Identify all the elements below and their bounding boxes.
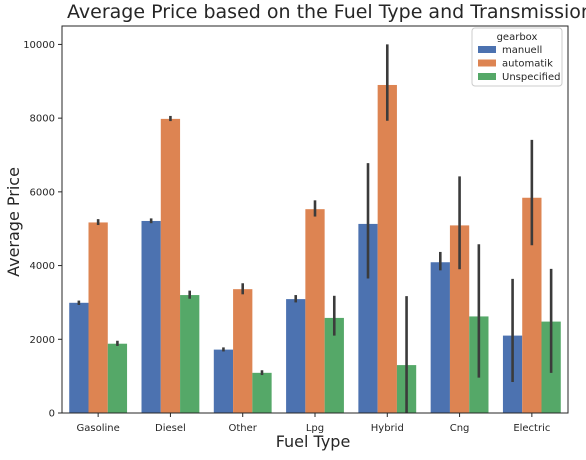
x-tick-label: Hybrid xyxy=(371,423,404,434)
legend-label-manuell: manuell xyxy=(502,45,542,56)
legend-title: gearbox xyxy=(497,32,538,43)
legend-swatch-automatik xyxy=(478,59,496,67)
x-tick-label: Cng xyxy=(450,423,470,434)
legend-swatch-unspecified xyxy=(478,73,496,80)
bar-automatik-electric xyxy=(522,197,542,413)
bar-manuell-gasoline xyxy=(69,302,89,413)
x-tick-label: Gasoline xyxy=(77,423,120,434)
y-tick-label: 0 xyxy=(49,409,55,420)
y-axis-label: Average Price xyxy=(4,167,23,277)
legend: gearbox manuell automatik Unspecified xyxy=(471,27,563,87)
x-tick-label: Diesel xyxy=(155,423,186,434)
y-tick-label: 10000 xyxy=(23,40,55,51)
y-tick-label: 6000 xyxy=(30,187,55,198)
legend-box xyxy=(471,27,563,87)
bar-automatik-gasoline xyxy=(88,222,108,413)
legend-swatch-manuell xyxy=(478,46,496,53)
chart-title: Average Price based on the Fuel Type and… xyxy=(67,1,586,23)
bar-manuell-cng xyxy=(430,262,450,413)
legend-label-unspecified: Unspecified xyxy=(502,72,560,83)
bar-unspecified-lpg xyxy=(324,317,344,413)
bar-automatik-diesel xyxy=(160,118,181,413)
bar-unspecified-other xyxy=(252,372,272,413)
bar-automatik-other xyxy=(233,289,253,413)
x-axis-label: Fuel Type xyxy=(276,432,351,451)
bar-manuell-lpg xyxy=(286,299,306,413)
bar-automatik-hybrid xyxy=(377,84,397,413)
chart-axes: 0 2000 4000 6000 8000 10000 Gasoline Diesel Othe… xyxy=(23,25,569,434)
x-tick-label: Other xyxy=(229,423,258,434)
bar-manuell-hybrid xyxy=(358,223,378,413)
y-tick-label: 8000 xyxy=(30,114,55,125)
bar-automatik-lpg xyxy=(305,209,325,413)
chart-marks xyxy=(69,44,561,413)
bar-manuell-diesel xyxy=(141,220,161,413)
bar-unspecified-gasoline xyxy=(107,343,128,413)
bar-manuell-other xyxy=(213,349,234,413)
y-tick-label: 2000 xyxy=(30,335,55,346)
legend-label-automatik: automatik xyxy=(502,59,553,70)
x-tick-label: Lpg xyxy=(306,423,324,434)
y-tick-label: 4000 xyxy=(30,261,55,272)
bar-unspecified-diesel xyxy=(180,295,200,413)
x-tick-label: Electric xyxy=(513,423,550,434)
bar-automatik-cng xyxy=(449,225,470,413)
